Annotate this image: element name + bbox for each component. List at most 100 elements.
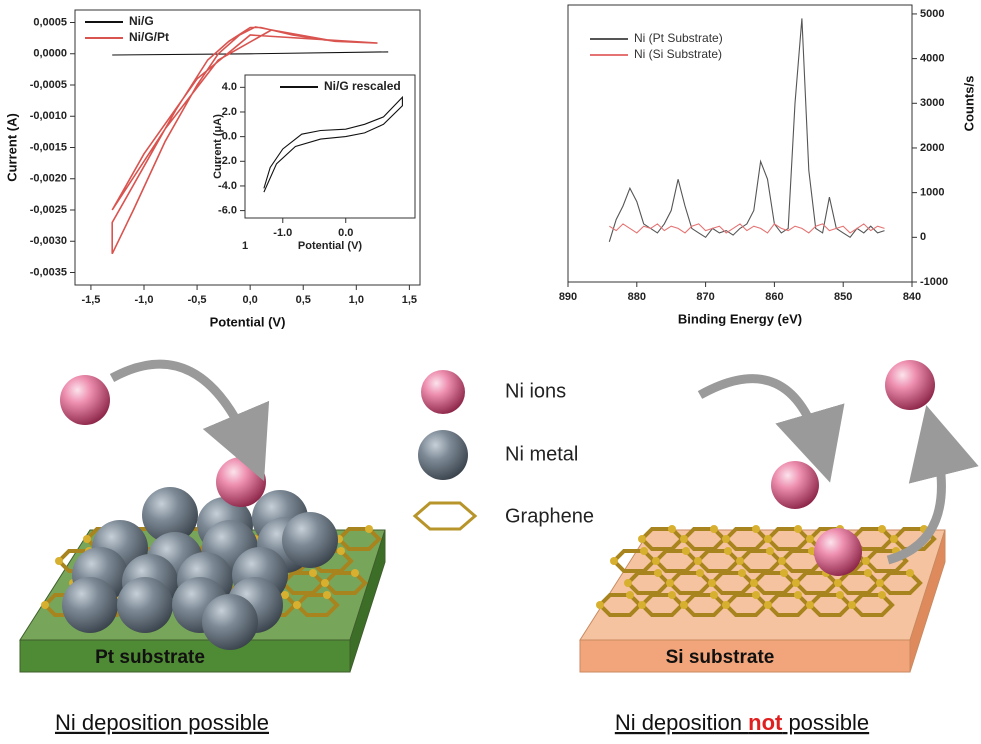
sphere <box>117 577 173 633</box>
y-tick-label: -4.0 <box>218 180 237 192</box>
graphene-atom <box>764 535 772 543</box>
x-axis-label: Potential (V) <box>298 240 363 252</box>
graphene-icon <box>412 501 478 531</box>
graphene-atom <box>878 591 886 599</box>
y-tick-label: 2.0 <box>222 106 237 118</box>
graphene-atom <box>694 557 702 565</box>
graphene-atom <box>764 601 772 609</box>
substrate-label: Si substrate <box>666 647 775 668</box>
graphene-atom <box>41 601 49 609</box>
si-side <box>909 529 946 673</box>
legend-text: Ni metal <box>505 443 578 465</box>
graphene-atom <box>668 525 676 533</box>
y-tick-label: 1000 <box>920 187 944 199</box>
graphene-atom <box>806 601 814 609</box>
graphene-atom <box>680 535 688 543</box>
y-axis-label: Current (A) <box>4 113 19 182</box>
x-tick-label: 880 <box>628 291 646 303</box>
graphene-atom <box>666 579 674 587</box>
graphene-atom <box>83 535 91 543</box>
graphene-atom <box>323 591 331 599</box>
graphene-atom <box>750 579 758 587</box>
graphene-atom <box>876 579 884 587</box>
graphene-hex <box>336 527 382 551</box>
graphene-atom <box>293 601 301 609</box>
arrow <box>697 374 845 483</box>
graphene-atom <box>780 569 788 577</box>
caption: Ni deposition not possible <box>615 710 869 735</box>
graphene-atom <box>654 569 662 577</box>
y-tick-label: -0,0015 <box>30 141 67 153</box>
caption-part: Ni deposition <box>615 710 748 735</box>
x-axis-label: Binding Energy (eV) <box>678 311 802 326</box>
graphene-atom <box>351 569 359 577</box>
graphene-atom <box>792 579 800 587</box>
x-axis-label: Potential (V) <box>210 314 286 329</box>
x-tick-label: 850 <box>834 291 852 303</box>
substrate-label: Pt substrate <box>95 647 205 668</box>
graphene-atom <box>365 525 373 533</box>
y-tick-label: 0.0 <box>222 131 237 143</box>
graphene-atom <box>710 525 718 533</box>
graphene-atom <box>752 525 760 533</box>
x-tick-label: 1,5 <box>402 294 417 306</box>
graphene-atom <box>638 535 646 543</box>
graphene-atom <box>680 601 688 609</box>
y-tick-label: -0,0025 <box>30 204 67 216</box>
graphene-atom <box>738 569 746 577</box>
y-tick-label: 4000 <box>920 53 944 65</box>
legend-label: Ni/G/Pt <box>129 30 169 44</box>
graphene-atom <box>55 557 63 565</box>
x-tick-label: -0,5 <box>188 294 207 306</box>
sphere <box>418 430 468 480</box>
graphene-atom <box>806 535 814 543</box>
caption: Ni deposition possible <box>55 710 269 735</box>
graphene-atom <box>906 569 914 577</box>
graphene-atom <box>890 535 898 543</box>
graphene-atom <box>652 557 660 565</box>
legend-text: Graphene <box>505 505 594 527</box>
graphene-atom <box>864 569 872 577</box>
x-tick-label: 860 <box>765 291 783 303</box>
graphene-atom <box>337 547 345 555</box>
annotation: 1 <box>242 240 248 252</box>
graphene-atom <box>626 591 634 599</box>
caption-emphasis: not <box>748 710 783 735</box>
arrow <box>109 359 270 482</box>
x-tick-label: -1,0 <box>135 294 154 306</box>
x-tick-label: 0.0 <box>338 227 353 239</box>
graphene-atom <box>624 579 632 587</box>
legend-text: Ni ions <box>505 380 566 402</box>
graphene-atom <box>794 591 802 599</box>
x-tick-label: 870 <box>696 291 714 303</box>
graphene-atom <box>808 547 816 555</box>
sphere <box>282 512 338 568</box>
sphere <box>885 360 935 410</box>
y-tick-label: 5000 <box>920 8 944 20</box>
graphene-atom <box>836 591 844 599</box>
y-tick-label: -1000 <box>920 276 948 288</box>
pt-side <box>349 529 386 673</box>
graphene-atom <box>708 579 716 587</box>
sphere <box>771 461 819 509</box>
y-tick-label: 0,0000 <box>33 48 67 60</box>
y-tick-label: -2.0 <box>218 155 237 167</box>
series-line <box>111 26 378 255</box>
sphere <box>62 577 118 633</box>
graphene-atom <box>321 579 329 587</box>
si-top <box>579 529 946 641</box>
y-tick-label: -0,0035 <box>30 266 67 278</box>
y-tick-label: 3000 <box>920 97 944 109</box>
x-tick-label: 840 <box>903 291 921 303</box>
series-line <box>609 223 885 234</box>
y-tick-label: 0 <box>920 231 926 243</box>
y-tick-label: 2000 <box>920 142 944 154</box>
inset-bg <box>245 75 415 218</box>
sphere <box>421 370 465 414</box>
graphene-atom <box>834 579 842 587</box>
diagram <box>19 359 979 673</box>
plot-frame <box>244 74 416 219</box>
legend-label: Ni/G <box>129 14 154 28</box>
graphene-atom <box>638 601 646 609</box>
x-tick-label: -1,5 <box>81 294 100 306</box>
